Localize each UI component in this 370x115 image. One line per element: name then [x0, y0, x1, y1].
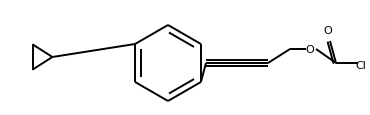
Text: O: O	[306, 45, 314, 55]
Text: Cl: Cl	[355, 60, 366, 70]
Text: O: O	[324, 26, 332, 36]
